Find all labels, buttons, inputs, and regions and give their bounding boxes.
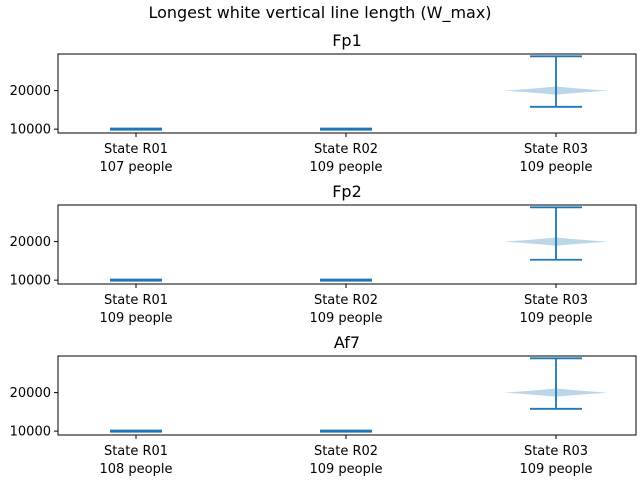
x-tick-count: 108 people: [99, 462, 172, 477]
violin-state-r03: [504, 206, 608, 261]
x-tick-count: 107 people: [99, 160, 172, 175]
y-tick-label: 20000: [10, 84, 51, 99]
x-tick-count: 109 people: [309, 160, 382, 175]
figure-title: Longest white vertical line length (W_ma…: [148, 3, 491, 23]
violin-state-r03: [504, 357, 608, 410]
panel-af7: Af7 10000 20000 State R01 108 people State R0…: [10, 333, 637, 477]
x-tick-label: State R01: [104, 293, 168, 308]
panel-title: Fp2: [332, 182, 362, 201]
y-tick-label: 10000: [10, 425, 51, 440]
panel-fp1: Fp1 10000 20000 State R01 107 people State R0…: [10, 31, 637, 175]
x-tick-count: 109 people: [99, 311, 172, 326]
x-tick-label: State R01: [104, 444, 168, 459]
plot-frame: [57, 204, 637, 285]
x-tick-count: 109 people: [519, 160, 592, 175]
x-tick-label: State R03: [524, 142, 588, 157]
x-tick-count: 109 people: [519, 311, 592, 326]
x-tick-label: State R03: [524, 444, 588, 459]
y-tick-label: 20000: [10, 235, 51, 250]
x-tick-count: 109 people: [519, 462, 592, 477]
x-tick-count: 109 people: [309, 311, 382, 326]
panel-fp2: Fp2 10000 20000 State R01 109 people State R0…: [10, 182, 637, 326]
x-tick-label: State R01: [104, 142, 168, 157]
x-tick-label: State R03: [524, 293, 588, 308]
panels-group: Fp1 10000 20000 State R01 107 people State R0…: [10, 31, 637, 477]
x-tick-label: State R02: [314, 293, 378, 308]
y-tick-label: 10000: [10, 274, 51, 289]
panel-title: Fp1: [332, 31, 362, 50]
y-tick-label: 10000: [10, 123, 51, 138]
x-tick-count: 109 people: [309, 462, 382, 477]
panel-title: Af7: [334, 333, 360, 352]
violin-state-r03: [504, 55, 608, 108]
plot-frame: [57, 355, 637, 436]
x-tick-label: State R02: [314, 142, 378, 157]
plot-frame: [57, 53, 637, 134]
x-tick-label: State R02: [314, 444, 378, 459]
y-tick-label: 20000: [10, 386, 51, 401]
